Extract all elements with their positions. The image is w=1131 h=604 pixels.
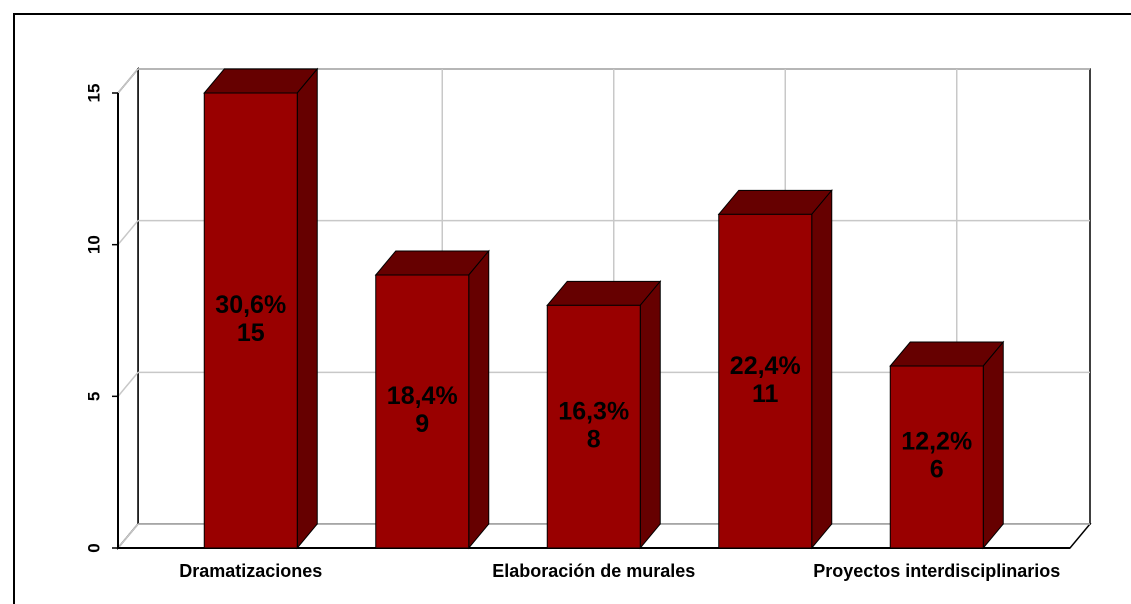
bar [546,304,641,549]
value-label: 6 [930,456,944,484]
grid-line [117,68,139,94]
value-label: 11 [752,380,779,408]
percent-label: 22,4% [730,352,801,380]
percent-label: 30,6% [215,291,286,319]
bar-side [296,67,318,550]
y-tick-label: 15 [84,84,103,103]
y-tick-label: 10 [84,235,103,254]
value-label: 9 [415,410,429,438]
bar-side [639,279,661,550]
value-label: 15 [237,319,265,347]
value-label: 8 [587,425,601,453]
side-wall [117,66,139,551]
bar [375,274,470,549]
x-tick-label: Elaboración de murales [492,561,695,581]
bar [718,213,813,549]
y-tick-label: 5 [84,392,103,401]
grid-line [117,220,139,246]
bar-side [811,188,833,550]
grid-line [117,523,139,549]
bar-side [468,249,490,550]
x-tick-label: Dramatizaciones [179,561,322,581]
y-tick-label: 0 [84,543,103,552]
percent-label: 12,2% [901,428,972,456]
x-tick-label: Proyectos interdisciplinarios [813,561,1060,581]
grid-line [117,371,139,397]
percent-label: 16,3% [558,397,629,425]
bar-side [982,340,1004,550]
bar [203,92,298,549]
percent-label: 18,4% [387,382,458,410]
bar [889,365,984,549]
frame [13,13,1131,604]
